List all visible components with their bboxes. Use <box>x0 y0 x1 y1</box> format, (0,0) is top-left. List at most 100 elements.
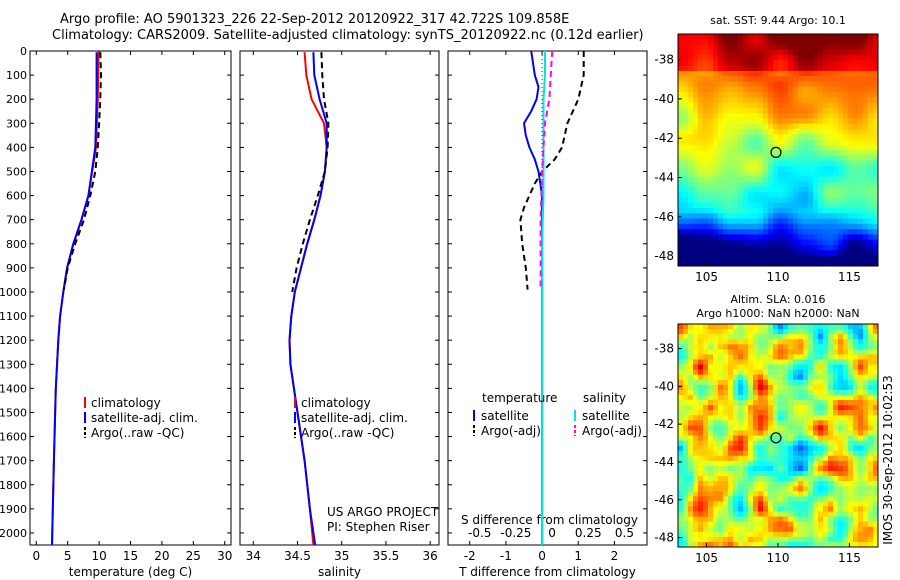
map-cell <box>758 374 764 381</box>
map-cell <box>713 405 719 411</box>
map-cell <box>843 415 849 421</box>
map-cell <box>863 155 869 161</box>
map-cell <box>833 445 839 452</box>
map-cell <box>788 97 794 103</box>
map-cell <box>813 81 819 88</box>
map-cell <box>688 334 694 340</box>
map-cell <box>868 445 874 452</box>
map-cell <box>808 176 814 183</box>
map-cell <box>848 218 854 225</box>
map-cell <box>808 107 814 114</box>
map-cell <box>853 139 859 146</box>
map-cell <box>873 354 879 360</box>
map-cell <box>858 496 864 502</box>
map-cell <box>753 218 759 225</box>
map-cell <box>678 364 684 371</box>
map-cell <box>733 76 739 82</box>
map-cell <box>863 49 869 56</box>
map-cell <box>798 354 804 360</box>
map-cell <box>818 415 824 421</box>
map-cell <box>823 470 829 477</box>
map-cell <box>688 445 694 452</box>
map-cell <box>758 181 764 188</box>
map-cell <box>758 440 764 447</box>
map-cell <box>723 445 729 452</box>
map-cell <box>683 324 689 330</box>
pi-label: PI: Stephen Riser <box>327 520 430 534</box>
map-cell <box>808 354 814 360</box>
map-cell <box>863 102 869 109</box>
map-cell <box>788 65 794 72</box>
map-cell <box>793 334 799 340</box>
map-cell <box>753 176 759 183</box>
map-cell <box>733 420 739 426</box>
map-cell <box>678 531 684 538</box>
map-cell <box>778 476 784 482</box>
map-cell <box>763 128 769 135</box>
map-cell <box>728 260 734 267</box>
map-cell <box>788 344 794 350</box>
map-cell <box>858 349 864 355</box>
map-cell <box>713 70 719 77</box>
map-cell <box>783 329 789 335</box>
map-cell <box>863 465 869 472</box>
map-cell <box>748 213 754 219</box>
s-tick-label: 0 <box>548 526 556 540</box>
map-cell <box>838 39 844 45</box>
map-cell <box>828 102 834 109</box>
map-cell <box>683 250 689 256</box>
map-cell <box>828 55 834 61</box>
map-cell <box>778 516 784 523</box>
map-cell <box>863 354 869 360</box>
map-y-tick-label: -48 <box>654 531 674 545</box>
map-cell <box>778 86 784 93</box>
map-cell <box>858 97 864 103</box>
map-cell <box>828 39 834 45</box>
map-cell <box>813 491 819 497</box>
map-cell <box>793 192 799 198</box>
map-cell <box>833 359 839 365</box>
map-cell <box>818 65 824 72</box>
map-cell <box>843 186 849 193</box>
map-cell <box>798 86 804 93</box>
map-cell <box>763 364 769 371</box>
series-line-satelliteadjclim <box>288 52 328 546</box>
map-cell <box>723 70 729 77</box>
map-cell <box>768 455 774 462</box>
map-cell <box>853 128 859 135</box>
map-cell <box>838 65 844 72</box>
map-cell <box>873 223 879 230</box>
map-cell <box>818 536 824 543</box>
map-cell <box>693 410 699 416</box>
map-cell <box>678 250 684 256</box>
map-cell <box>813 486 819 492</box>
map-cell <box>868 324 874 330</box>
map-cell <box>743 394 749 401</box>
map-cell <box>683 541 689 548</box>
map-cell <box>748 374 754 381</box>
map-cell <box>823 511 829 517</box>
map-cell <box>698 181 704 188</box>
map-cell <box>798 186 804 193</box>
map-cell <box>838 369 844 376</box>
map-cell <box>853 92 859 98</box>
map-cell <box>753 476 759 482</box>
map-cell <box>863 476 869 482</box>
map-x-tick-label: 115 <box>838 551 861 565</box>
map-cell <box>828 450 834 457</box>
map-cell <box>863 139 869 146</box>
map-cell <box>783 118 789 125</box>
map-cell <box>748 435 754 441</box>
map-cell <box>818 430 824 436</box>
map-cell <box>718 102 724 109</box>
map-y-tick-label: -42 <box>654 131 674 145</box>
map-cell <box>758 410 764 416</box>
map-cell <box>873 521 879 528</box>
map-cell <box>763 445 769 452</box>
map-cell <box>753 324 759 330</box>
map-cell <box>843 384 849 391</box>
map-cell <box>723 374 729 381</box>
map-cell <box>763 536 769 543</box>
map-cell <box>758 118 764 125</box>
map-cell <box>723 405 729 411</box>
